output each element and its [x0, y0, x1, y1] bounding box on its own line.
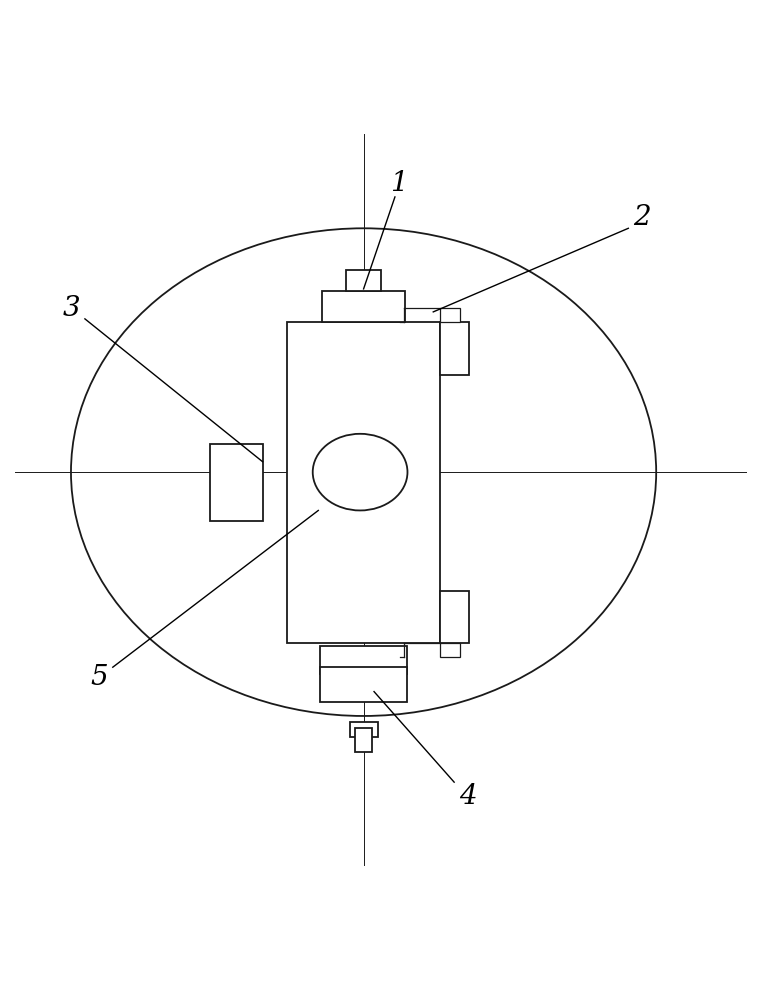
Bar: [320, 646, 407, 674]
Text: 3: 3: [62, 295, 80, 322]
Bar: [346, 270, 381, 291]
Text: 5: 5: [90, 664, 107, 691]
Bar: [210, 444, 263, 521]
Bar: [355, 728, 372, 752]
Bar: [322, 291, 405, 322]
Bar: [287, 322, 440, 643]
Text: 2: 2: [633, 204, 651, 231]
Text: 4: 4: [459, 783, 477, 810]
Bar: [350, 722, 377, 737]
Bar: [440, 322, 469, 375]
Bar: [320, 667, 407, 702]
Bar: [440, 308, 459, 322]
Text: 1: 1: [389, 170, 407, 197]
Bar: [440, 591, 469, 643]
Bar: [440, 643, 459, 657]
Ellipse shape: [312, 434, 408, 510]
